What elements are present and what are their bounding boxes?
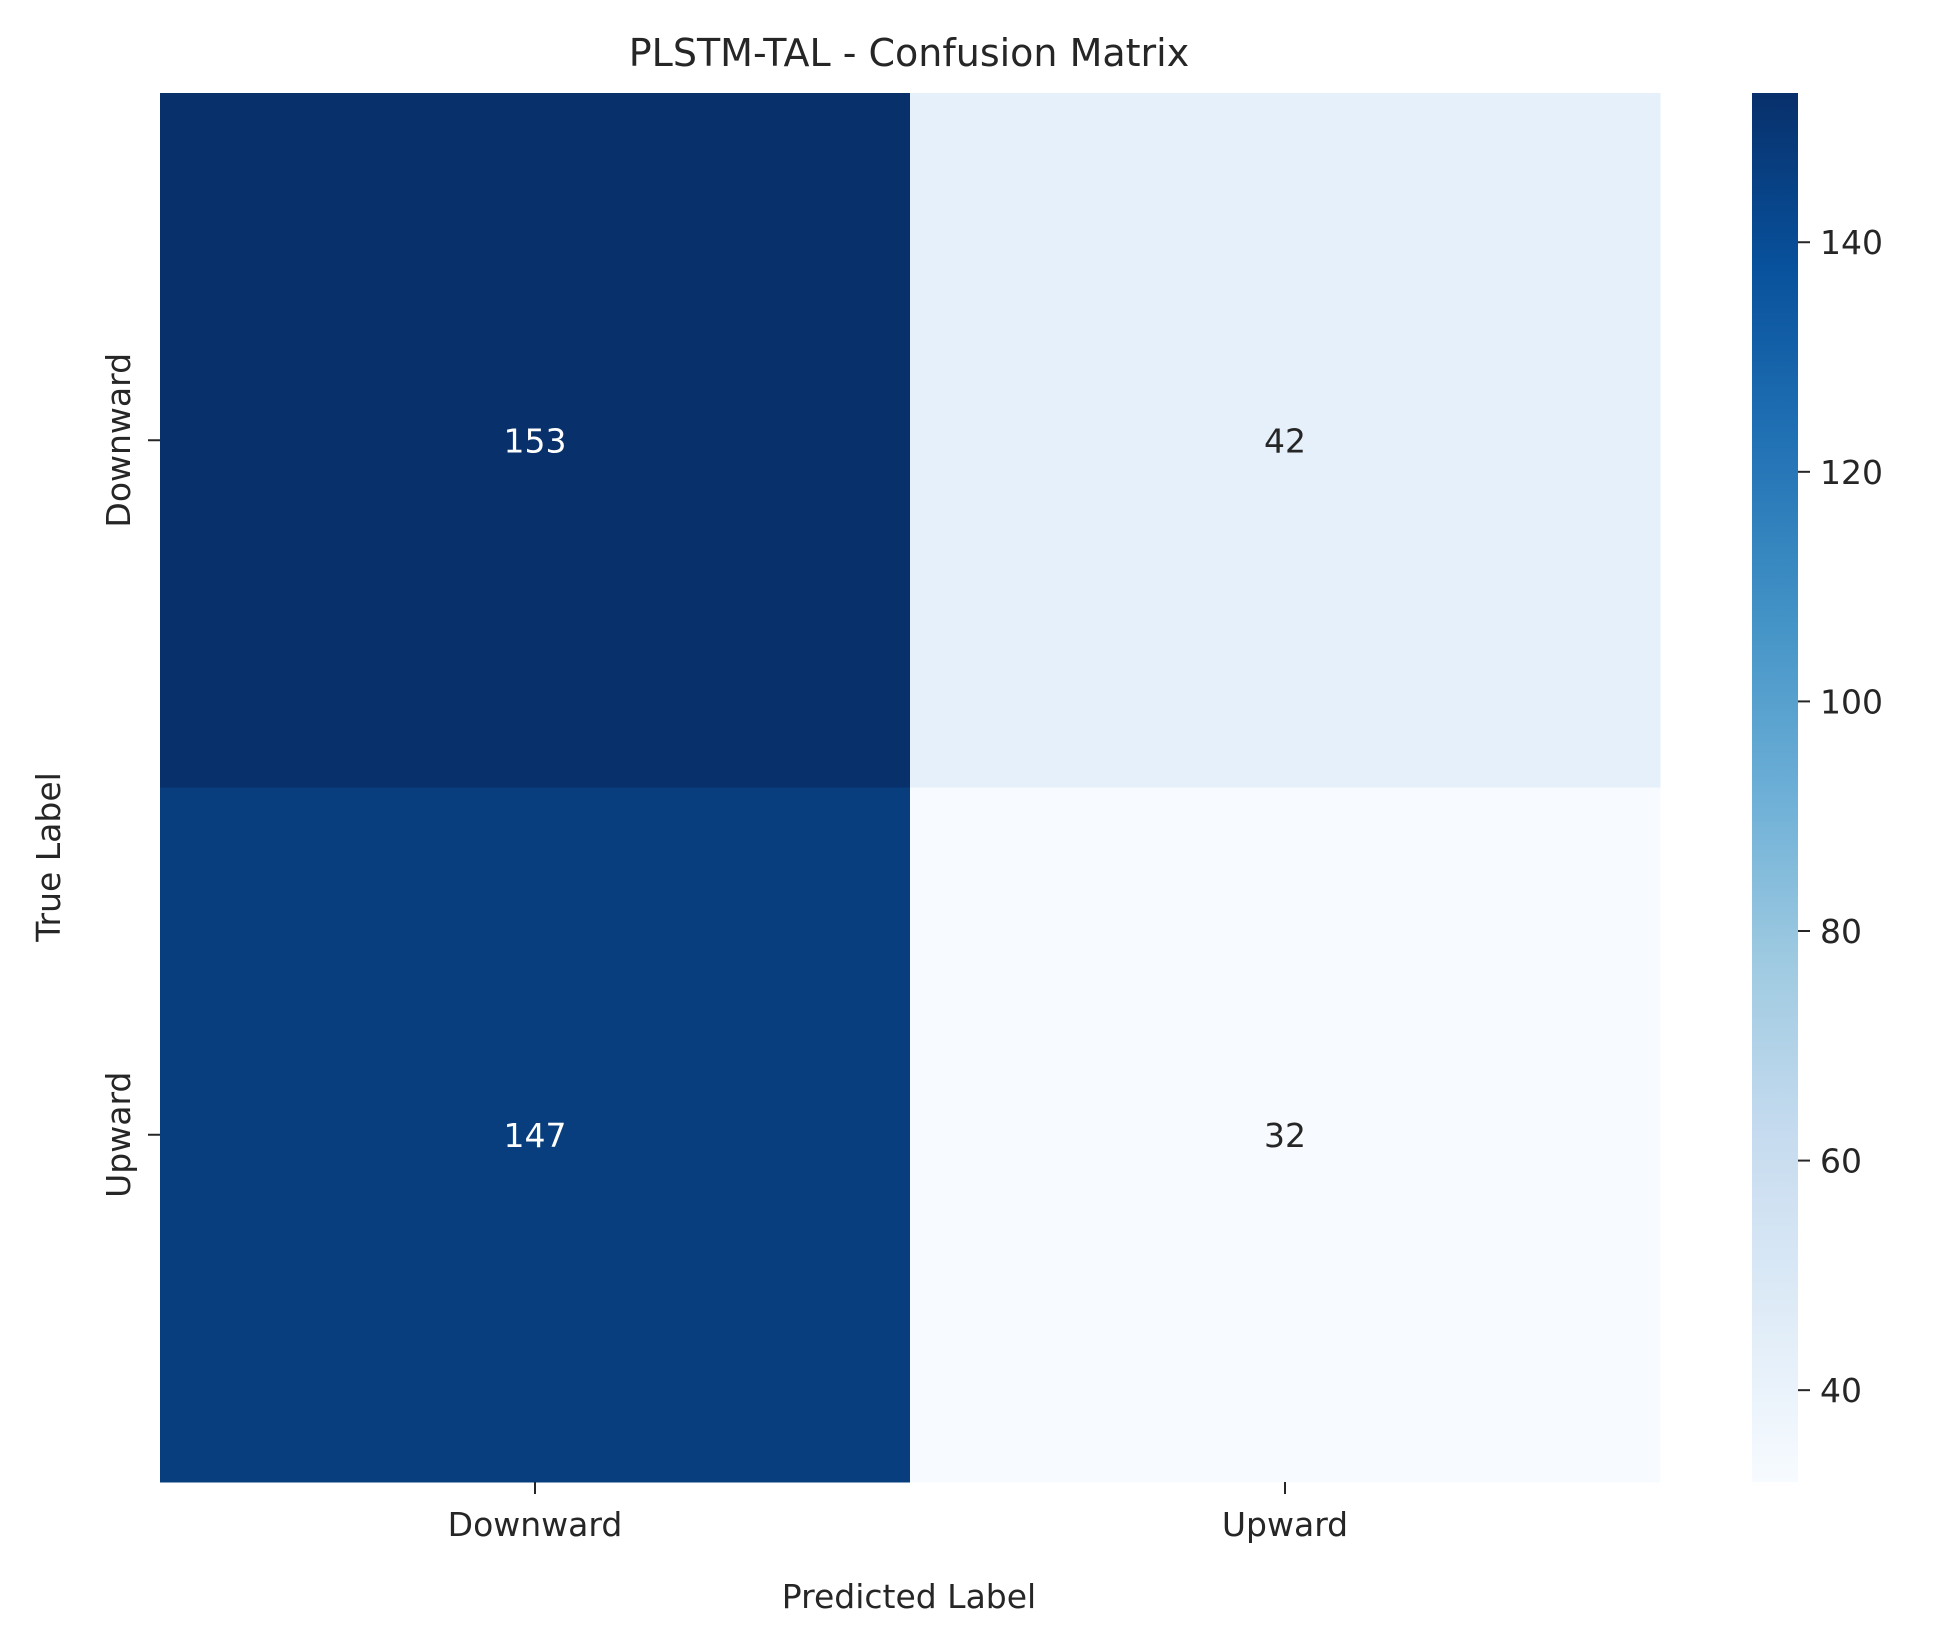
heatmap-cell <box>160 787 911 1483</box>
heatmap-cell <box>160 93 911 788</box>
x-tick-label: Upward <box>1222 1505 1348 1544</box>
cell-value-label: 32 <box>1264 1116 1306 1155</box>
y-tick-label: Upward <box>99 1072 138 1198</box>
colorbar <box>1752 93 1798 1482</box>
colorbar-ticks: 40 60 80 100 120 140 <box>1798 223 1883 1410</box>
x-axis-label: Predicted Label <box>782 1577 1036 1616</box>
chart-title: PLSTM-TAL - Confusion Matrix <box>629 31 1189 75</box>
colorbar-tick-label: 80 <box>1820 912 1862 951</box>
y-axis-label: True Label <box>29 772 68 943</box>
cell-value-label: 153 <box>504 421 567 460</box>
heatmap-cell <box>910 93 1661 788</box>
y-tick-label: Downward <box>99 353 138 528</box>
heatmap-cell <box>910 787 1661 1483</box>
heatmap-cells <box>160 93 1661 1483</box>
cell-value-label: 42 <box>1264 421 1306 460</box>
cell-value-label: 147 <box>504 1116 567 1155</box>
colorbar-tick-label: 140 <box>1820 223 1883 262</box>
x-tick-label: Downward <box>448 1505 623 1544</box>
x-axis: Downward Upward <box>448 1482 1348 1544</box>
cell-value-labels: 153 42 147 32 <box>504 421 1307 1155</box>
colorbar-tick-label: 120 <box>1820 453 1883 492</box>
colorbar-tick-label: 100 <box>1820 682 1883 721</box>
colorbar-tick-label: 60 <box>1820 1142 1862 1181</box>
y-axis: Downward Upward <box>99 353 160 1198</box>
colorbar-gradient <box>1752 93 1798 1482</box>
colorbar-tick-label: 40 <box>1820 1371 1862 1410</box>
